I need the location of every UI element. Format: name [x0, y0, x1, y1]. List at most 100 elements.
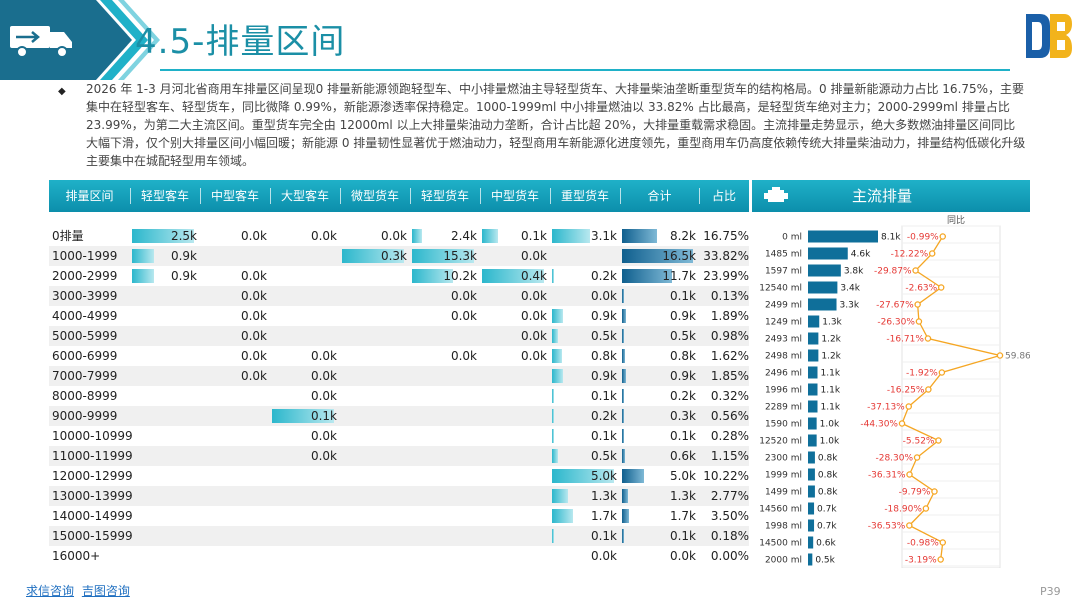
mainstream-displacement-chart: 同比 0 ml 8.1k 1485 ml 4.6k 1597 ml 3.8k 12540 ml…: [759, 214, 1030, 568]
bar: [808, 332, 819, 345]
category-label: 1996 ml: [765, 386, 802, 396]
yoy-point: [931, 488, 938, 495]
bar: [808, 553, 813, 566]
table-cell: 0.0k: [200, 366, 270, 386]
yoy-point: [996, 352, 1004, 359]
table-cell: 0.0k: [480, 286, 550, 306]
share-value: 1.89%: [710, 309, 749, 323]
cell-value: 0.2k: [669, 389, 696, 403]
table-row: 5000-5999 0.0k 0.0k 0.5k 0.5k 0.98%: [49, 326, 749, 346]
bar: [808, 536, 814, 549]
yoy-label: -16.25%: [887, 386, 925, 396]
cell-value: 0.0k: [590, 289, 617, 303]
footer-links: 求信咨询 吉图咨询: [26, 582, 134, 599]
share-value: 33.82%: [703, 249, 749, 263]
engine-icon: [764, 187, 788, 202]
table-cell: 0.3k: [340, 246, 410, 266]
bar-value-label: 1.0k: [820, 437, 840, 447]
cell-value: 1.3k: [590, 489, 617, 503]
page-title: 4.5-排量区间: [135, 22, 346, 62]
share-value: 0.98%: [710, 329, 749, 343]
cell-value: 0.9k: [590, 309, 617, 323]
share-value: 10.22%: [703, 469, 749, 483]
category-label: 2493 ml: [765, 335, 802, 345]
table-cell: 0.1k: [550, 426, 620, 446]
table-cell: 2.4k: [410, 226, 480, 246]
bar: [808, 383, 818, 396]
yoy-point: [912, 267, 919, 274]
footer-link-jitu[interactable]: 吉图咨询: [81, 584, 130, 598]
data-bar: [412, 229, 422, 243]
yoy-point: [928, 250, 936, 257]
category-label: 14560 ml: [759, 505, 802, 515]
yoy-label: -26.30%: [877, 318, 915, 328]
data-bar: [622, 369, 626, 383]
category-label: 12520 ml: [759, 437, 802, 447]
row-label: 8000-8999: [52, 389, 118, 403]
category-label: 14500 ml: [759, 539, 802, 549]
category-label: 1998 ml: [765, 522, 802, 532]
table-cell: 0.0k: [550, 286, 620, 306]
chart-title: 主流排量: [852, 187, 913, 205]
row-label: 13000-13999: [52, 489, 133, 503]
row-label: 4000-4999: [52, 309, 118, 323]
table-cell: 0.2k: [550, 406, 620, 426]
category-label: 1499 ml: [765, 488, 802, 498]
yoy-point: [914, 301, 921, 308]
cell-value: 0.0k: [310, 349, 337, 363]
table-cell: 1.7k: [620, 506, 699, 526]
cell-value: 1.3k: [669, 489, 696, 503]
cell-value: 0.4k: [520, 269, 547, 283]
table-cell: 0.0k: [480, 246, 550, 266]
cell-value: 0.0k: [240, 309, 267, 323]
share-value: 0.00%: [710, 549, 749, 563]
footer-link-qiuxin[interactable]: 求信咨询: [26, 584, 75, 598]
bullet-icon: ◆: [58, 86, 66, 97]
cell-value: 5.0k: [669, 469, 696, 483]
bar: [808, 230, 878, 243]
table-cell: 0.0k: [270, 346, 340, 366]
table-cell: 15.3k: [410, 246, 480, 266]
table-cell: 0.0k: [480, 346, 550, 366]
yoy-label: -44.30%: [860, 420, 898, 430]
category-label: 1999 ml: [765, 471, 802, 481]
yoy-point: [924, 335, 932, 342]
row-label: 15000-15999: [52, 529, 133, 543]
yoy-point: [937, 284, 945, 291]
category-label: 1485 ml: [765, 250, 802, 260]
table-row: 11000-11999 0.0k 0.5k 0.6k 1.15%: [49, 446, 749, 466]
table-row: 2000-2999 0.9k 0.0k 10.2k 0.4k 0.2k 11.7k 23.99…: [49, 266, 749, 286]
table-cell: 0.0k: [200, 326, 270, 346]
data-bar: [622, 449, 625, 463]
data-bar: [132, 269, 155, 283]
table-row: 16000+ 0.0k 0.0k 0.00%: [49, 546, 749, 566]
row-label: 10000-10999: [52, 429, 133, 443]
yoy-point: [937, 556, 944, 563]
bar: [808, 298, 837, 311]
cell-value: 0.0k: [240, 229, 267, 243]
yoy-point: [939, 233, 946, 240]
share-value: 23.99%: [703, 269, 749, 283]
table-cell: 0.5k: [550, 326, 620, 346]
table-cell: 8.2k: [620, 226, 699, 246]
row-label: 12000-12999: [52, 469, 133, 483]
table-cell: 0.0k: [200, 346, 270, 366]
table-cell: 0.3k: [620, 406, 699, 426]
cell-value: 0.0k: [669, 549, 696, 563]
cell-value: 0.0k: [590, 549, 617, 563]
column-header: 占比: [711, 189, 736, 203]
table-cell: 5.0k: [550, 466, 620, 486]
bar-value-label: 1.1k: [821, 386, 841, 396]
table-row: 9000-9999 0.1k 0.2k 0.3k 0.56%: [49, 406, 749, 426]
table-row: 15000-15999 0.1k 0.1k 0.18%: [49, 526, 749, 546]
bar-value-label: 4.6k: [851, 250, 871, 260]
cell-value: 0.0k: [240, 289, 267, 303]
cell-value: 0.0k: [240, 349, 267, 363]
yoy-label: -36.31%: [868, 471, 906, 481]
table-row: 0排量 2.5k 0.0k 0.0k 0.0k 2.4k 0.1k 3.1k 8.2k 16.75…: [49, 226, 749, 246]
table-cell: 0.1k: [270, 406, 340, 426]
table-row: 14000-14999 1.7k 1.7k 3.50%: [49, 506, 749, 526]
bar: [808, 485, 815, 498]
table-cell: 0.5k: [550, 446, 620, 466]
data-bar: [622, 269, 673, 283]
